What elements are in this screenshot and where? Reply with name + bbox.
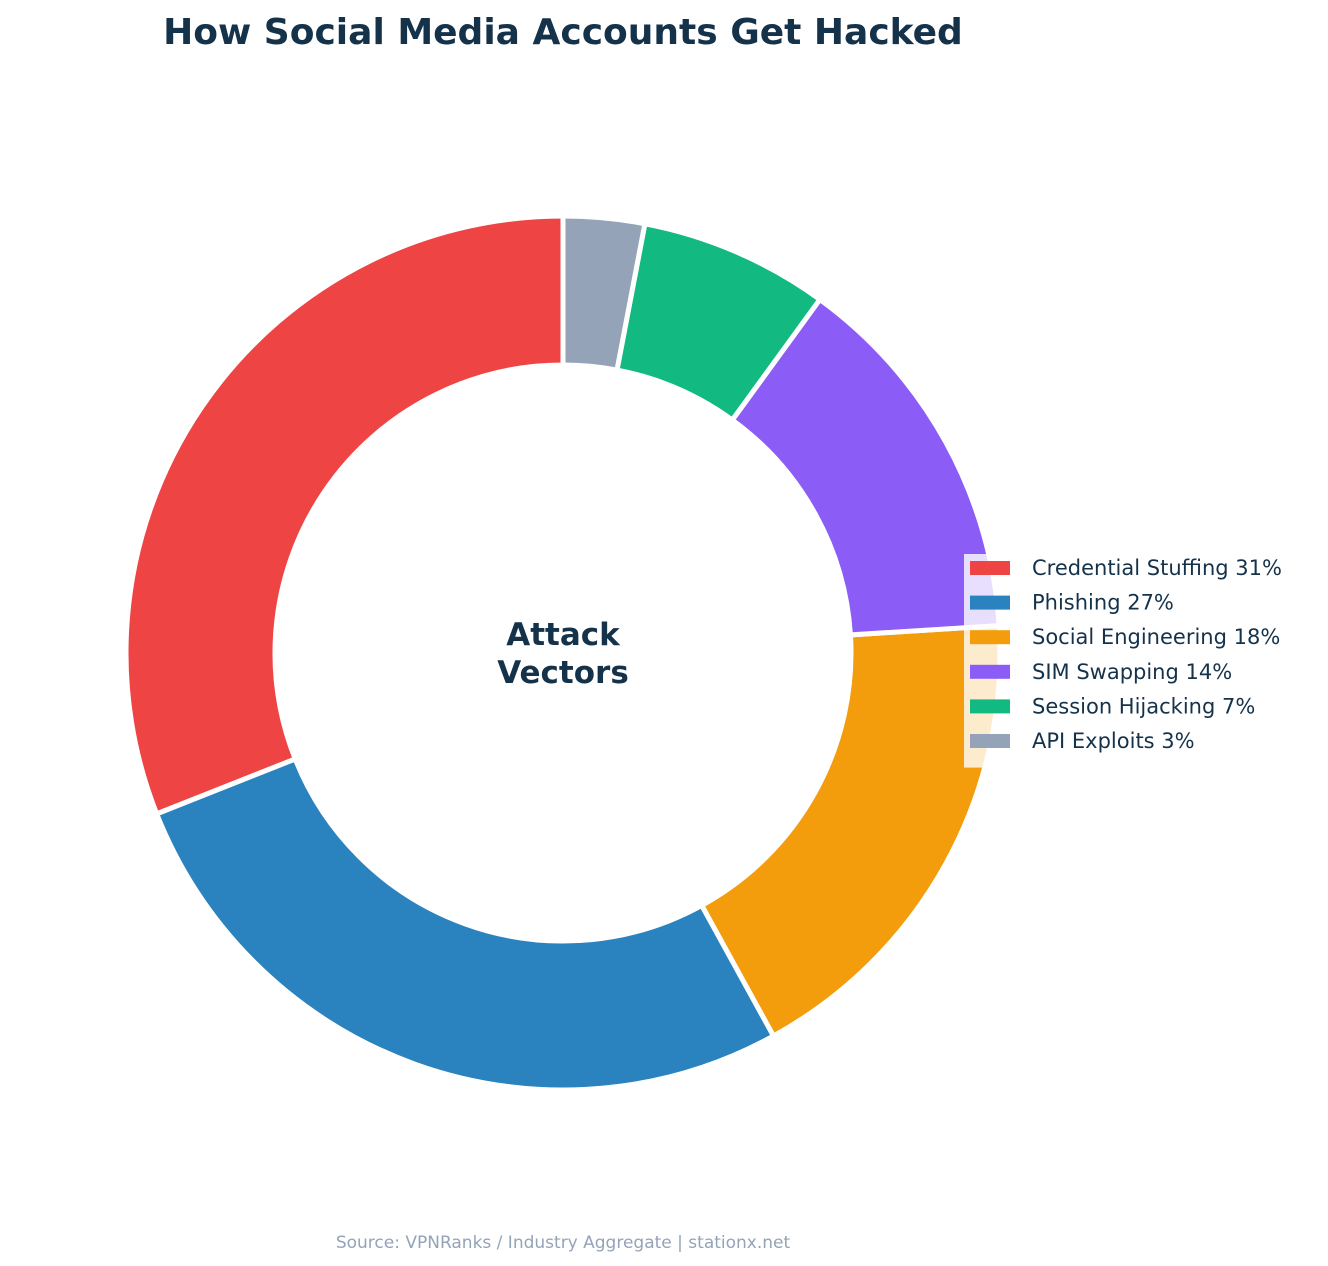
slice-1 xyxy=(153,755,777,1093)
legend-swatch-4 xyxy=(970,699,1010,714)
legend-swatch-3 xyxy=(970,664,1010,679)
center-label-line-1: Attack xyxy=(506,617,621,653)
legend-label-4: Session Hijacking 7% xyxy=(1032,694,1255,718)
center-label-line-2: Vectors xyxy=(497,655,629,691)
slice-0 xyxy=(123,213,566,818)
source-note: Source: VPNRanks / Industry Aggregate | … xyxy=(336,1233,791,1253)
donut-slices xyxy=(123,213,1003,1093)
slice-2 xyxy=(698,622,1003,1040)
legend-swatch-0 xyxy=(970,561,1010,575)
legend-background xyxy=(964,554,1324,768)
legend-label-3: SIM Swapping 14% xyxy=(1032,660,1232,684)
legend-label-0: Credential Stuffing 31% xyxy=(1032,556,1282,580)
legend-swatch-5 xyxy=(970,734,1010,748)
legend-label-2: Social Engineering 18% xyxy=(1032,625,1280,649)
legend-label-5: API Exploits 3% xyxy=(1032,729,1195,753)
legend-label-1: Phishing 27% xyxy=(1032,591,1174,615)
slice-5 xyxy=(560,213,648,374)
legend: Credential Stuffing 31% Phishing 27% Socia… xyxy=(964,554,1324,768)
chart-title: How Social Media Accounts Get Hacked xyxy=(163,12,963,53)
legend-swatch-1 xyxy=(970,595,1010,610)
slice-3 xyxy=(728,295,1002,638)
legend-swatch-2 xyxy=(970,630,1010,645)
